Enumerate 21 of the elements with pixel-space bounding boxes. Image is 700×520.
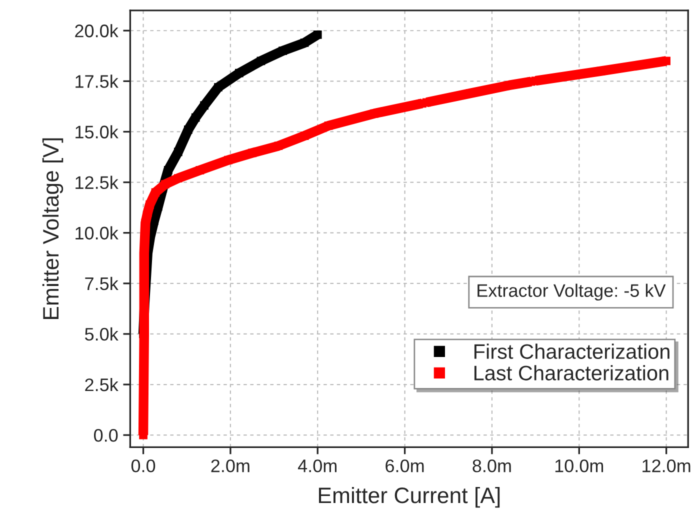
legend-label: First Characterization (474, 344, 670, 359)
legend-label: Last Characterization (474, 365, 668, 380)
y-tick-label: 12.5k (76, 176, 118, 190)
y-tick-label: 5.0k (84, 327, 118, 341)
y-tick-label: 17.5k (76, 74, 118, 88)
y-axis-title: Emitter Voltage [V] (42, 138, 64, 319)
y-tick-label: 20.0k (75, 24, 118, 38)
x-tick-label: 6.0m (386, 459, 424, 472)
y-tick-label: 10.0k (76, 226, 118, 240)
y-tick-label: 15.0k (76, 125, 118, 138)
x-tick-label: 4.0m (298, 459, 336, 472)
x-axis-title: Emitter Current [A] (318, 486, 500, 508)
x-tick-label: 8.0m (472, 459, 511, 472)
x-tick-label: 12.0m (642, 459, 690, 472)
y-tick-label: 0.0 (94, 429, 118, 442)
y-tick-label: 7.5k (85, 276, 118, 290)
y-tick-label: 2.5k (85, 378, 118, 392)
x-tick-label: 2.0m (211, 459, 250, 472)
x-tick-label: 10.0m (555, 459, 604, 472)
annotation: Extractor Voltage: -5 kV (478, 284, 666, 301)
x-tick-label: 0.0 (131, 459, 156, 472)
